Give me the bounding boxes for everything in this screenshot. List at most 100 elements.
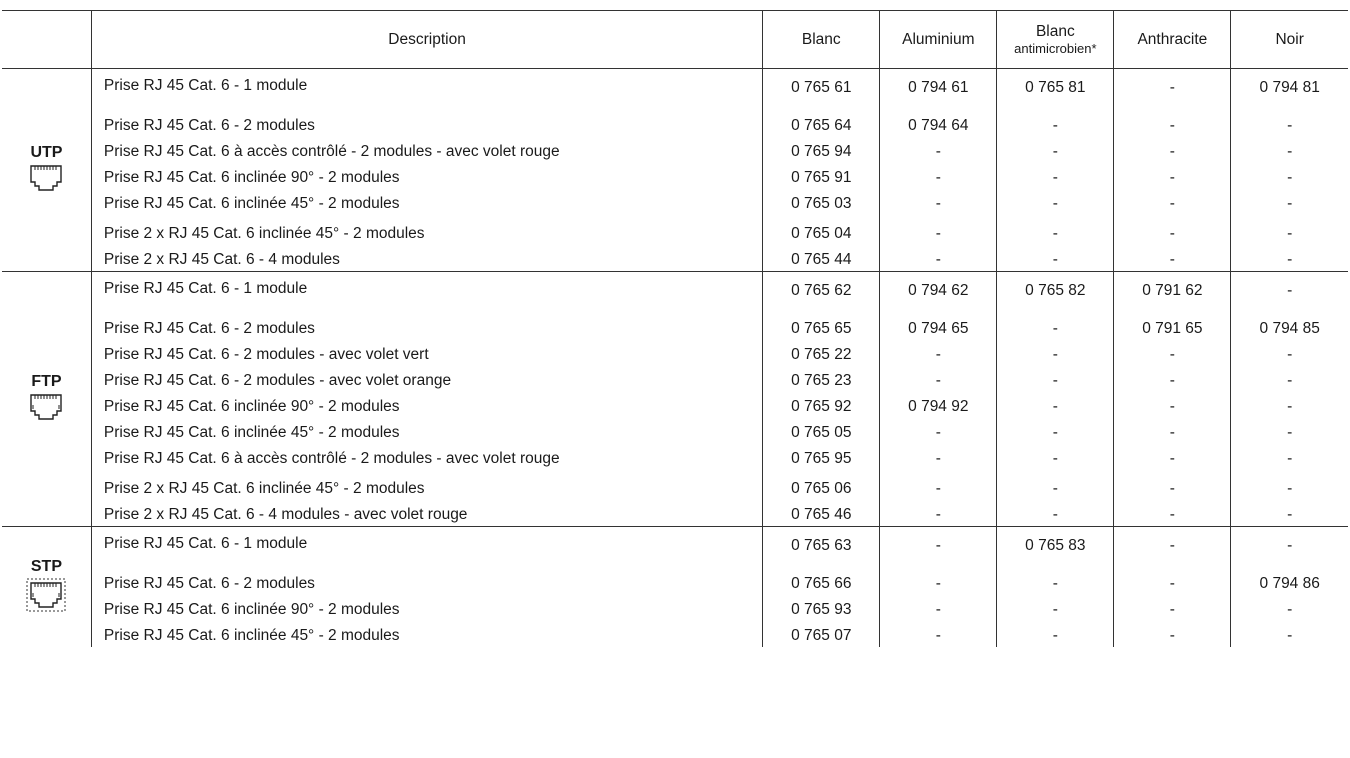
antimicrobien-code-cell: - [996, 245, 1114, 272]
blanc-code-cell: 0 765 93 [762, 595, 880, 621]
table-row: Prise RJ 45 Cat. 6 - 2 modules - avec vo… [2, 340, 1348, 366]
aluminium-code-cell: 0 794 62 [879, 271, 997, 310]
anthracite-code-cell: 0 791 65 [1113, 310, 1231, 340]
header-blanc: Blanc [762, 10, 880, 69]
noir-code-cell: - [1230, 271, 1348, 310]
header-aluminium: Aluminium [879, 10, 997, 69]
table-row: Prise RJ 45 Cat. 6 - 2 modules 0 765 65 0 … [2, 310, 1348, 340]
antimicrobien-code-cell: - [996, 310, 1114, 340]
aluminium-code-cell: - [879, 500, 997, 527]
noir-code-cell: - [1230, 137, 1348, 163]
blanc-code-cell: 0 765 95 [762, 444, 880, 470]
noir-code-cell: 0 794 86 [1230, 565, 1348, 595]
antimicrobien-code-cell: - [996, 107, 1114, 137]
aluminium-code-cell: - [879, 418, 997, 444]
noir-code-cell: - [1230, 366, 1348, 392]
cable-type-cell: FTP [2, 271, 92, 527]
header-noir: Noir [1230, 10, 1348, 69]
table-row: Prise 2 x RJ 45 Cat. 6 - 4 modules 0 765 … [2, 245, 1348, 272]
description-cell: Prise RJ 45 Cat. 6 - 1 module [90, 271, 763, 310]
aluminium-code-cell: - [879, 163, 997, 189]
aluminium-code-cell: 0 794 61 [879, 68, 997, 107]
anthracite-code-cell: - [1113, 107, 1231, 137]
aluminium-code-cell: - [879, 565, 997, 595]
description-cell: Prise RJ 45 Cat. 6 inclinée 45° - 2 modu… [103, 424, 400, 441]
anthracite-code-cell: - [1113, 392, 1231, 418]
description-cell: Prise RJ 45 Cat. 6 - 2 modules [103, 320, 315, 337]
antimicrobien-code-cell: - [996, 444, 1114, 470]
cable-type-label: UTP [30, 143, 63, 161]
description-cell: Prise RJ 45 Cat. 6 inclinée 90° - 2 modu… [103, 601, 400, 618]
antimicrobien-code-cell: 0 765 81 [996, 68, 1114, 107]
antimicrobien-code-cell: - [996, 595, 1114, 621]
anthracite-code-cell: - [1113, 215, 1231, 245]
table-row: Prise 2 x RJ 45 Cat. 6 - 4 modules - ave… [2, 500, 1348, 527]
cable-type-label: STP [30, 557, 62, 575]
table-row: FTP Prise RJ 45 Cat. 6 - 1 module 0 765 62… [2, 271, 1348, 527]
blanc-code-cell: 0 765 65 [762, 310, 880, 340]
noir-code-cell: 0 794 85 [1230, 310, 1348, 340]
description-cell: Prise RJ 45 Cat. 6 inclinée 90° - 2 modu… [103, 398, 400, 415]
antimicrobien-code-cell: - [996, 621, 1114, 647]
anthracite-code-cell: 0 791 62 [1113, 271, 1231, 310]
header-blanc-antimicrobien: Blanc antimicrobien* [996, 10, 1114, 69]
cable-type-label: FTP [31, 372, 62, 390]
description-cell: Prise RJ 45 Cat. 6 à accès contrôlé - 2 … [103, 450, 560, 467]
description-cell: Prise 2 x RJ 45 Cat. 6 inclinée 45° - 2 … [103, 480, 425, 497]
description-cell: Prise 2 x RJ 45 Cat. 6 - 4 modules - ave… [91, 500, 763, 527]
aluminium-code-cell: - [879, 526, 997, 565]
antimicrobien-code-cell: - [996, 215, 1114, 245]
blanc-code-cell: 0 765 23 [762, 366, 880, 392]
table-row: Prise 2 x RJ 45 Cat. 6 inclinée 45° - 2 … [2, 215, 1348, 245]
table-row: Prise RJ 45 Cat. 6 à accès contrôlé - 2 … [2, 444, 1348, 470]
noir-code-cell: - [1230, 245, 1348, 272]
description-cell: Prise 2 x RJ 45 Cat. 6 - 4 modules [91, 245, 763, 272]
table-row: Prise RJ 45 Cat. 6 inclinée 45° - 2 modu… [2, 189, 1348, 215]
blanc-code-cell: 0 765 64 [762, 107, 880, 137]
antimicrobien-code-cell: - [996, 418, 1114, 444]
aluminium-code-cell: - [879, 137, 997, 163]
description-cell: Prise RJ 45 Cat. 6 - 2 modules [103, 117, 315, 134]
aluminium-code-cell: - [879, 189, 997, 215]
table-row: Prise RJ 45 Cat. 6 inclinée 45° - 2 modu… [2, 418, 1348, 444]
blanc-code-cell: 0 765 07 [762, 621, 880, 647]
antimicrobien-code-cell: 0 765 82 [996, 271, 1114, 310]
table-row: Prise RJ 45 Cat. 6 - 2 modules 0 765 66- -… [2, 565, 1348, 595]
description-cell: Prise RJ 45 Cat. 6 inclinée 45° - 2 modu… [103, 627, 400, 644]
header-type [2, 10, 92, 69]
description-cell: Prise 2 x RJ 45 Cat. 6 inclinée 45° - 2 … [103, 225, 425, 242]
anthracite-code-cell: - [1113, 526, 1231, 565]
aluminium-code-cell: - [879, 215, 997, 245]
anthracite-code-cell: - [1113, 189, 1231, 215]
antimicrobien-code-cell: - [996, 163, 1114, 189]
description-cell: Prise RJ 45 Cat. 6 à accès contrôlé - 2 … [103, 143, 560, 160]
blanc-code-cell: 0 765 05 [762, 418, 880, 444]
table-row: Prise RJ 45 Cat. 6 inclinée 90° - 2 modu… [2, 392, 1348, 418]
noir-code-cell: - [1230, 107, 1348, 137]
blanc-code-cell: 0 765 44 [762, 245, 880, 272]
header-description: Description [90, 10, 763, 69]
blanc-code-cell: 0 765 94 [762, 137, 880, 163]
noir-code-cell: - [1230, 163, 1348, 189]
header-row: Description Blanc Aluminium Blanc antimi… [2, 10, 1348, 69]
blanc-code-cell: 0 765 62 [762, 271, 880, 310]
aluminium-code-cell: - [879, 366, 997, 392]
noir-code-cell: - [1230, 418, 1348, 444]
antimicrobien-code-cell: - [996, 392, 1114, 418]
antimicrobien-code-cell: - [996, 366, 1114, 392]
anthracite-code-cell: - [1113, 565, 1231, 595]
table-row: Prise RJ 45 Cat. 6 - 2 modules 0 765 64 0 … [2, 107, 1348, 137]
blanc-code-cell: 0 765 22 [762, 340, 880, 366]
aluminium-code-cell: - [879, 595, 997, 621]
antimicrobien-code-cell: - [996, 565, 1114, 595]
aluminium-code-cell: 0 794 92 [879, 392, 997, 418]
aluminium-code-cell: - [879, 340, 997, 366]
product-table: Description Blanc Aluminium Blanc antimi… [2, 10, 1348, 647]
cable-type-cell: STP [2, 526, 92, 647]
antimicrobien-code-cell: 0 765 83 [996, 526, 1114, 565]
rj45-double-shielded-socket-icon [2, 578, 91, 617]
description-cell: Prise RJ 45 Cat. 6 - 2 modules - avec vo… [103, 346, 429, 363]
header-blanc-antimicrobien-line2: antimicrobien* [1014, 41, 1097, 56]
anthracite-code-cell: - [1113, 621, 1231, 647]
description-cell: Prise RJ 45 Cat. 6 - 2 modules - avec vo… [103, 372, 452, 389]
